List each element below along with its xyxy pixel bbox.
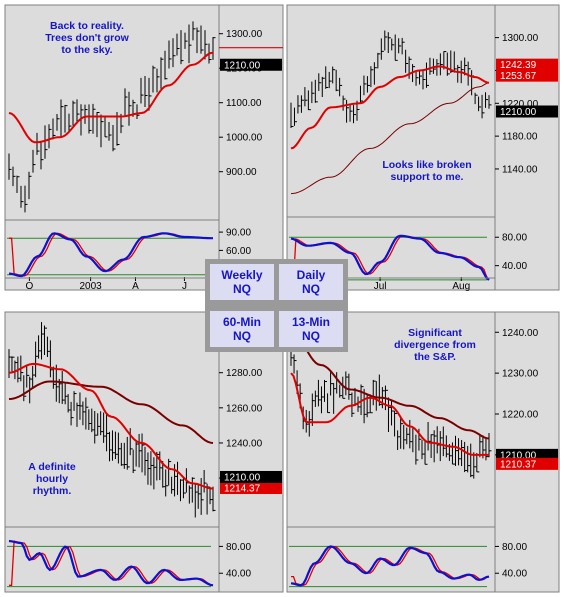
price-axis-tick-label: 1180.00 <box>502 132 538 143</box>
price-axis-tick-label: 1280.00 <box>226 368 263 379</box>
price-tag-label: 1210.00 <box>224 472 261 483</box>
oscillator-axis-tick-label: 80.00 <box>502 233 527 244</box>
chart-annotation-line: hourly <box>36 473 68 485</box>
fast-moving-average-line <box>8 362 214 490</box>
legend-13min: 13-Min NQ <box>279 311 343 347</box>
chart-annotation-line: Back to reality. <box>50 20 124 32</box>
time-axis-tick-label: Jul <box>374 281 387 292</box>
chart-annotation-line: Trees don't grow <box>45 32 129 44</box>
sixty-minute-chart-panel: 1280.001260.001240.001220.0080.0040.0012… <box>4 311 284 593</box>
thirteen-minute-chart-panel: 1240.00 1230.00 1220.00 1210.00 80.00 40.00 12… <box>286 311 560 593</box>
panel-background <box>4 4 284 291</box>
panel-background <box>4 311 284 593</box>
price-axis-tick-label: 1100.00 <box>226 98 262 109</box>
oscillator-axis-tick-label: 80.00 <box>226 542 251 553</box>
legend-60min: 60-Min NQ <box>210 311 274 347</box>
oscillator-axis-tick-label: 60.00 <box>226 246 251 257</box>
legend-13min-symbol: NQ <box>302 329 320 343</box>
chart-annotation-line: A definite <box>28 461 76 473</box>
fast-moving-average-line <box>290 65 490 150</box>
oscillator-axis-tick-label: 40.00 <box>502 569 527 580</box>
price-axis-tick-label: 1240.00 <box>226 438 263 449</box>
legend-weekly-label: Weekly <box>221 268 263 282</box>
legend-daily: Daily NQ <box>279 264 343 300</box>
legend-weekly: Weekly NQ <box>210 264 274 300</box>
fast-moving-average-line <box>290 372 489 456</box>
price-axis-tick-label: 900.00 <box>226 167 257 178</box>
legend-weekly-symbol: NQ <box>233 282 251 296</box>
oscillator-axis-tick-label: 80.00 <box>502 542 527 553</box>
price-tag-label: 1210.00 <box>500 107 537 118</box>
slow-moving-average-line <box>290 331 490 440</box>
oscillator-axis-tick-label: 40.00 <box>226 569 251 580</box>
price-tag-label: 1214.37 <box>224 483 261 494</box>
chart-annotation-line: divergence from <box>394 339 476 351</box>
oscillator-main-line <box>290 234 490 281</box>
price-axis-tick-label: 1220.00 <box>502 99 539 110</box>
legend-60min-symbol: NQ <box>233 329 251 343</box>
price-tag-background <box>496 69 558 82</box>
price-tag-label: 1210.00 <box>224 60 261 71</box>
chart-annotation-line: support to me. <box>391 171 464 183</box>
price-axis-tick-label: 1230.00 <box>502 369 539 380</box>
price-tag-background <box>220 58 282 71</box>
price-tag-background <box>220 481 282 494</box>
price-tag-label: 1253.67 <box>500 71 537 82</box>
price-tag-background <box>496 58 558 71</box>
slow-moving-average-line <box>290 82 490 195</box>
chart-annotation-line: the S&P. <box>414 351 456 363</box>
oscillator-main-line <box>290 545 490 587</box>
time-axis-tick-label: 2003 <box>79 281 102 292</box>
chart-annotation-line: Looks like broken <box>382 159 471 171</box>
time-axis-tick-label: O <box>26 281 34 292</box>
time-axis-tick-label: J <box>182 281 187 292</box>
oscillator-axis-tick-label: 90.00 <box>226 228 251 239</box>
price-tag-label: 1210.37 <box>500 459 537 470</box>
timeframe-legend: Weekly NQ Daily NQ 60-Min NQ 13-Min NQ <box>205 259 348 352</box>
price-axis-tick-label: 1300.00 <box>502 33 539 44</box>
oscillator-main-line <box>8 539 214 587</box>
legend-daily-label: Daily <box>296 268 326 282</box>
oscillator-signal-line <box>9 540 214 586</box>
price-axis-tick-label: 1260.00 <box>226 403 263 414</box>
price-tag-background <box>496 105 558 118</box>
time-axis-tick-label: A <box>132 281 139 292</box>
daily-chart-panel: 1300.001260.001220.001180.001140.0080.00… <box>286 4 560 292</box>
legend-13min-label: 13-Min <box>291 315 330 329</box>
time-axis-tick-label: Aug <box>452 281 470 292</box>
oscillator-axis-tick-label: 40.00 <box>502 261 527 272</box>
price-tag-background <box>496 457 558 470</box>
price-axis-tick-label: 1140.00 <box>502 164 538 175</box>
chart-annotation-line: to the sky. <box>61 44 112 56</box>
price-tag-background <box>220 470 282 483</box>
oscillator-main-line <box>8 232 213 278</box>
price-axis-tick-label: 1300.00 <box>226 29 263 40</box>
slow-moving-average-line <box>8 380 214 444</box>
weekly-chart-panel: 1300.001200.001100.001000.00900.0090.006… <box>4 4 284 292</box>
price-axis-tick-label: 1220.00 <box>502 410 539 421</box>
price-tag-label: 1210.00 <box>500 450 537 461</box>
chart-annotation-line: rhythm. <box>33 485 72 497</box>
price-axis-tick-label: 1240.00 <box>502 328 539 339</box>
legend-60min-label: 60-Min <box>222 315 261 329</box>
panel-background <box>286 4 560 291</box>
legend-daily-symbol: NQ <box>302 282 320 296</box>
chart-annotation-line: Significant <box>408 327 462 339</box>
price-axis-tick-label: 1000.00 <box>226 133 263 144</box>
price-tag-label: 1242.39 <box>500 60 537 71</box>
fast-moving-average-line <box>8 51 214 144</box>
